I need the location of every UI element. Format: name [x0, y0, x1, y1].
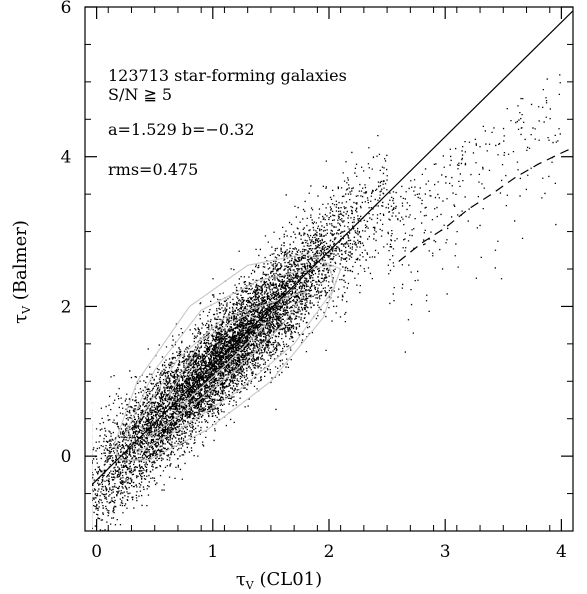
axis-ticks: 0 1 2 3 4 0 2 4 6: [61, 0, 574, 562]
y-axis-subscript: V: [20, 305, 33, 315]
x-tick-label: 1: [207, 542, 218, 562]
annotation-galaxy-count: 123713 star-forming galaxies: [108, 66, 347, 85]
fit-lines: [92, 10, 573, 486]
contour-line: [125, 264, 336, 454]
reference-curve: [398, 147, 573, 262]
annotation-sn: S/N ≧ 5: [108, 85, 172, 104]
contour-line: [113, 253, 342, 461]
scatter-points: [92, 74, 561, 531]
y-axis-text: (Balmer): [10, 220, 31, 306]
contour-line: [136, 290, 308, 439]
contour-line: [165, 313, 266, 405]
fit-line: [92, 10, 573, 486]
x-tick-label: 2: [324, 542, 335, 562]
x-tick-label: 4: [556, 542, 567, 562]
y-tick-label: 6: [61, 0, 72, 18]
x-tick-label: 0: [91, 542, 102, 562]
x-axis-label: τV (CL01): [236, 569, 322, 592]
scatter-point-cloud: [92, 74, 561, 531]
annotation-fit-params: a=1.529 b=−0.32: [108, 120, 255, 139]
annotation-block: 123713 star-forming galaxies S/N ≧ 5 a=1…: [108, 66, 347, 179]
x-axis-text: (CL01): [254, 569, 322, 590]
annotation-rms: rms=0.475: [108, 160, 198, 179]
y-tick-label: 2: [61, 297, 72, 317]
x-axis-subscript: V: [245, 579, 255, 592]
y-axis-symbol: τ: [10, 314, 31, 324]
x-tick-label: 3: [440, 542, 451, 562]
x-axis-symbol: τ: [236, 569, 246, 590]
y-tick-label: 4: [61, 148, 72, 168]
y-tick-label: 0: [61, 447, 72, 467]
y-axis-label: τV (Balmer): [10, 220, 33, 324]
density-contours: [113, 253, 342, 461]
